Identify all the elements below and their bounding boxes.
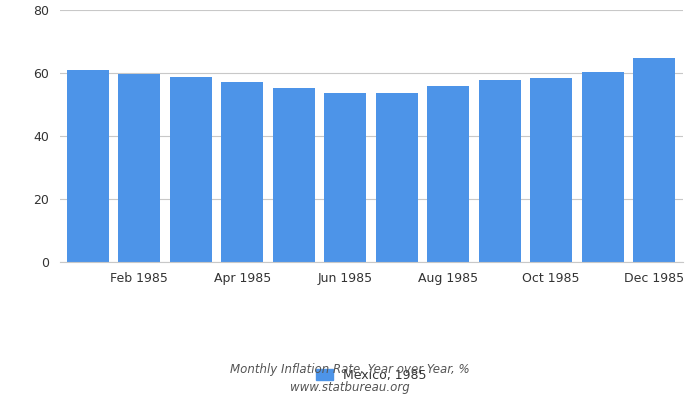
Bar [427, 86, 469, 262]
Bar [273, 88, 315, 262]
Bar [633, 58, 676, 262]
Bar [376, 93, 418, 262]
Bar [169, 77, 212, 262]
Bar [582, 72, 624, 262]
Bar [324, 94, 366, 262]
Text: Monthly Inflation Rate, Year over Year, %: Monthly Inflation Rate, Year over Year, … [230, 364, 470, 376]
Legend: Mexico, 1985: Mexico, 1985 [311, 364, 431, 387]
Bar [530, 78, 573, 262]
Bar [118, 74, 160, 262]
Text: www.statbureau.org: www.statbureau.org [290, 381, 410, 394]
Bar [479, 80, 521, 262]
Bar [66, 70, 109, 262]
Bar [221, 82, 263, 262]
